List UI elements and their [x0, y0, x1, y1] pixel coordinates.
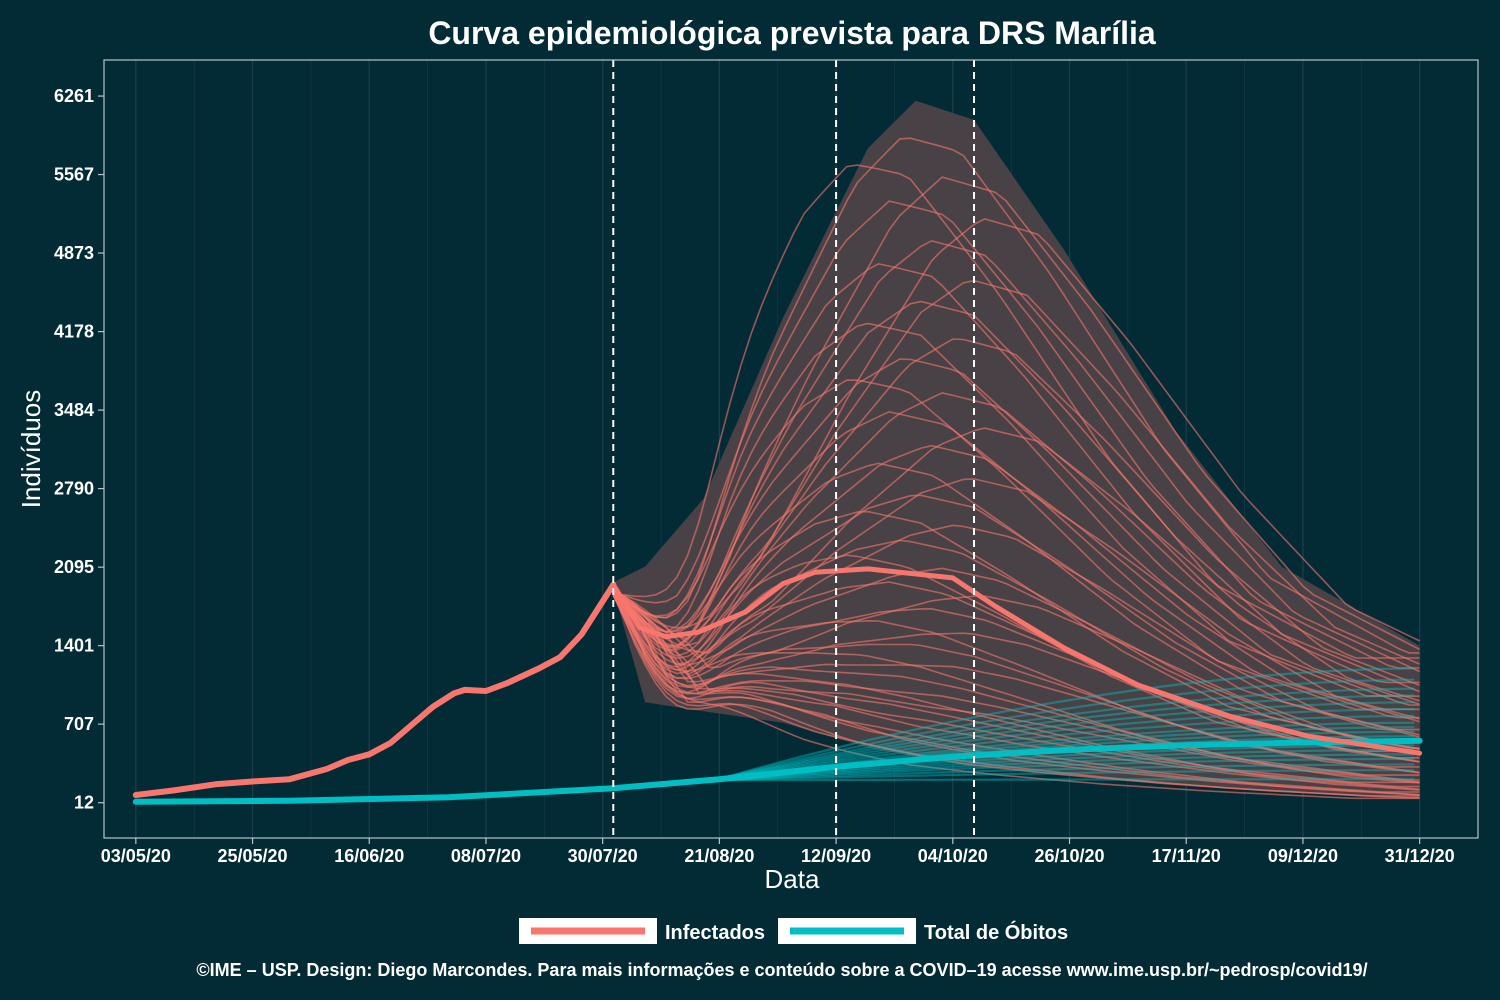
obitos-line [132, 737, 1423, 805]
legend-label: Total de Óbitos [924, 920, 1068, 944]
obitos-scenario-line [713, 687, 1415, 782]
infectados-scenario-line [612, 567, 1420, 751]
y-tick-label: 4178 [54, 322, 94, 342]
obitos-scenario-line [713, 701, 1415, 782]
x-tick-label: 08/07/20 [451, 846, 521, 866]
obitos-scenario-line [713, 678, 1415, 782]
x-tick-label: 04/10/20 [918, 846, 988, 866]
infectados-scenario-line [612, 279, 1420, 665]
y-tick-label: 707 [64, 714, 94, 734]
plot-border [103, 59, 1479, 839]
infectados-scenario-line [612, 593, 1420, 796]
infectados-scenario-line [612, 176, 1420, 651]
chart-title: Curva epidemiológica prevista para DRS M… [428, 15, 1156, 51]
obitos-scenario-line [713, 714, 1415, 782]
infectados-scenario-line [612, 510, 1420, 742]
obitos-scenario-line [714, 778, 1415, 782]
infectados-scenario-line [612, 592, 1420, 791]
obitos-scenario-line [714, 769, 1415, 782]
obitos-scenario-line [714, 763, 1415, 782]
x-tick-label: 03/05/20 [101, 846, 171, 866]
x-tick-label: 12/09/20 [801, 846, 871, 866]
infectados-forecast-line [610, 566, 1423, 756]
legend-label: Infectados [665, 922, 765, 944]
infectados-scenario-line [612, 595, 1420, 774]
infectados-scenario-line [612, 591, 1420, 776]
infectados-scenario-line [612, 591, 1420, 800]
infectados-scenario-line [612, 379, 1420, 711]
infectados-scenario-line [612, 478, 1420, 720]
infectados-scenario-line [613, 164, 1420, 659]
plot-area: 12 707 1401 2095 2790 3484 4178 4873 5567 6261 03/… [54, 59, 1479, 866]
obitos-scenario-line [714, 748, 1415, 782]
obitos-scenario-line [713, 708, 1415, 782]
x-tick-label: 16/06/20 [334, 846, 404, 866]
x-tick-label: 26/10/20 [1034, 846, 1104, 866]
infectados-scenario-line [612, 590, 1420, 791]
y-tick-label: 12 [74, 793, 94, 813]
infectados-scenario-line [612, 338, 1420, 687]
infectados-scenario-line [612, 594, 1420, 788]
y-tick-label: 3484 [54, 400, 94, 420]
y-tick-label: 5567 [54, 165, 94, 185]
infectados-scenario-line [612, 524, 1420, 736]
obitos-scenario-line [713, 667, 1415, 782]
obitos-scenario-line [714, 757, 1415, 782]
infectados-scenario-line [612, 594, 1420, 763]
infectados-scenario-line [612, 391, 1420, 706]
infectados-scenario-line [612, 593, 1420, 797]
infectados-scenario-line [612, 322, 1420, 697]
infectados-scenario-line [612, 262, 1420, 684]
infectados-scenario-line [612, 137, 1420, 654]
x-tick-label: 30/07/20 [568, 846, 638, 866]
caption: ©IME – USP. Design: Diego Marcondes. Par… [196, 960, 1367, 980]
x-tick-label: 21/08/20 [684, 846, 754, 866]
infectados-scenario-line [612, 300, 1420, 693]
legend: Infectados Total de Óbitos [519, 918, 1068, 944]
obitos-scenario-line [714, 744, 1415, 782]
infectados-scenario-line [612, 595, 1420, 784]
y-tick-label: 6261 [54, 86, 94, 106]
infectados-scenario-line [612, 554, 1420, 753]
infectados-scenario-line [612, 358, 1420, 706]
y-axis-label: Indivíduos [16, 390, 46, 509]
obitos-scenario-line [713, 694, 1415, 782]
y-tick-label: 1401 [54, 636, 94, 656]
infectados-scenario-line [612, 592, 1420, 750]
obitos-scenario-line [714, 753, 1415, 782]
x-axis-label: Data [765, 864, 820, 894]
y-tick-label: 2790 [54, 479, 94, 499]
obitos-scenario-line [713, 721, 1415, 782]
infectados-observed-line [132, 581, 617, 798]
x-tick-label: 09/12/20 [1268, 846, 1338, 866]
x-tick-label: 25/05/20 [218, 846, 288, 866]
y-tick-label: 2095 [54, 557, 94, 577]
infectados-scenario-line [612, 462, 1420, 731]
infectados-scenario-line [612, 592, 1420, 781]
y-tick-label: 4873 [54, 243, 94, 263]
infectados-scenario-line [612, 200, 1420, 669]
x-tick-label: 31/12/20 [1385, 846, 1455, 866]
infectados-scenario-line [612, 410, 1420, 719]
x-tick-label: 17/11/20 [1152, 846, 1221, 866]
